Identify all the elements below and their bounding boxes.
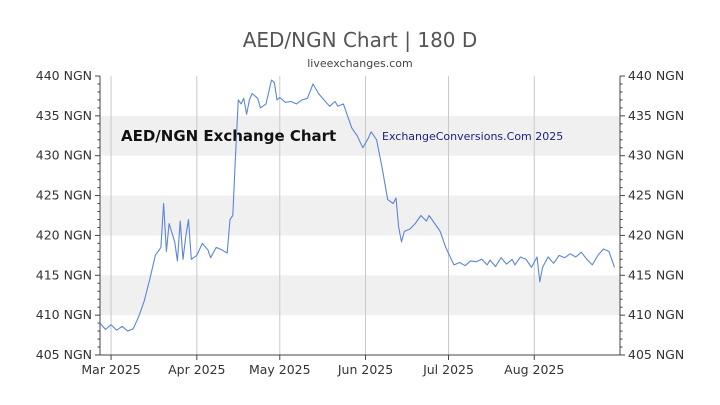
- y-tick-label-right: 425 NGN: [628, 188, 684, 203]
- y-axis-right: 440 NGN 435 NGN 430 NGN 425 NGN 420 NGN 415 N…: [620, 68, 684, 362]
- y-tick-label-right: 420 NGN: [628, 227, 684, 242]
- band-0: [100, 115, 620, 156]
- vertical-gridlines: [110, 76, 535, 355]
- y-tick-label-right: 415 NGN: [628, 267, 684, 282]
- chart-title: AED/NGN Chart | 180 D: [243, 28, 478, 52]
- watermark-site: ExchangeConversions.Com 2025: [382, 130, 563, 143]
- y-tick-label-right: 410 NGN: [628, 307, 684, 322]
- x-tick-label: Mar 2025: [81, 362, 140, 377]
- y-tick-label-right: 430 NGN: [628, 148, 684, 163]
- chart-subtitle: liveexchanges.com: [307, 57, 412, 70]
- series-line-0: [99, 79, 616, 332]
- series-group: [99, 79, 616, 332]
- plot-frame: [99, 76, 621, 356]
- y-axis-left: 440 NGN 435 NGN 430 NGN 425 NGN 420 NGN 415 N…: [36, 68, 100, 362]
- y-tick-label-left: 425 NGN: [36, 188, 92, 203]
- band-2: [100, 275, 620, 316]
- watermark-chart-name: AED/NGN Exchange Chart: [121, 127, 336, 145]
- y-tick-label-left: 440 NGN: [36, 68, 92, 83]
- y-tick-label-left: 410 NGN: [36, 307, 92, 322]
- y-tick-label-right: 405 NGN: [628, 347, 684, 362]
- y-tick-label-left: 415 NGN: [36, 267, 92, 282]
- y-tick-label-right: 440 NGN: [628, 68, 684, 83]
- x-tick-label: May 2025: [249, 362, 311, 377]
- background-bands: [100, 115, 620, 316]
- x-tick-label: Apr 2025: [168, 362, 225, 377]
- y-tick-label-left: 420 NGN: [36, 227, 92, 242]
- y-tick-label-left: 435 NGN: [36, 108, 92, 123]
- x-tick-label: Jul 2025: [422, 362, 474, 377]
- y-tick-label-right: 435 NGN: [628, 108, 684, 123]
- band-1: [100, 195, 620, 236]
- x-axis: Mar 2025 Apr 2025 May 2025 Jun 2025 Jul 2025…: [81, 355, 564, 377]
- x-tick-label: Jun 2025: [337, 362, 393, 377]
- y-tick-label-left: 405 NGN: [36, 347, 92, 362]
- x-tick-label: Aug 2025: [504, 362, 564, 377]
- y-tick-label-left: 430 NGN: [36, 148, 92, 163]
